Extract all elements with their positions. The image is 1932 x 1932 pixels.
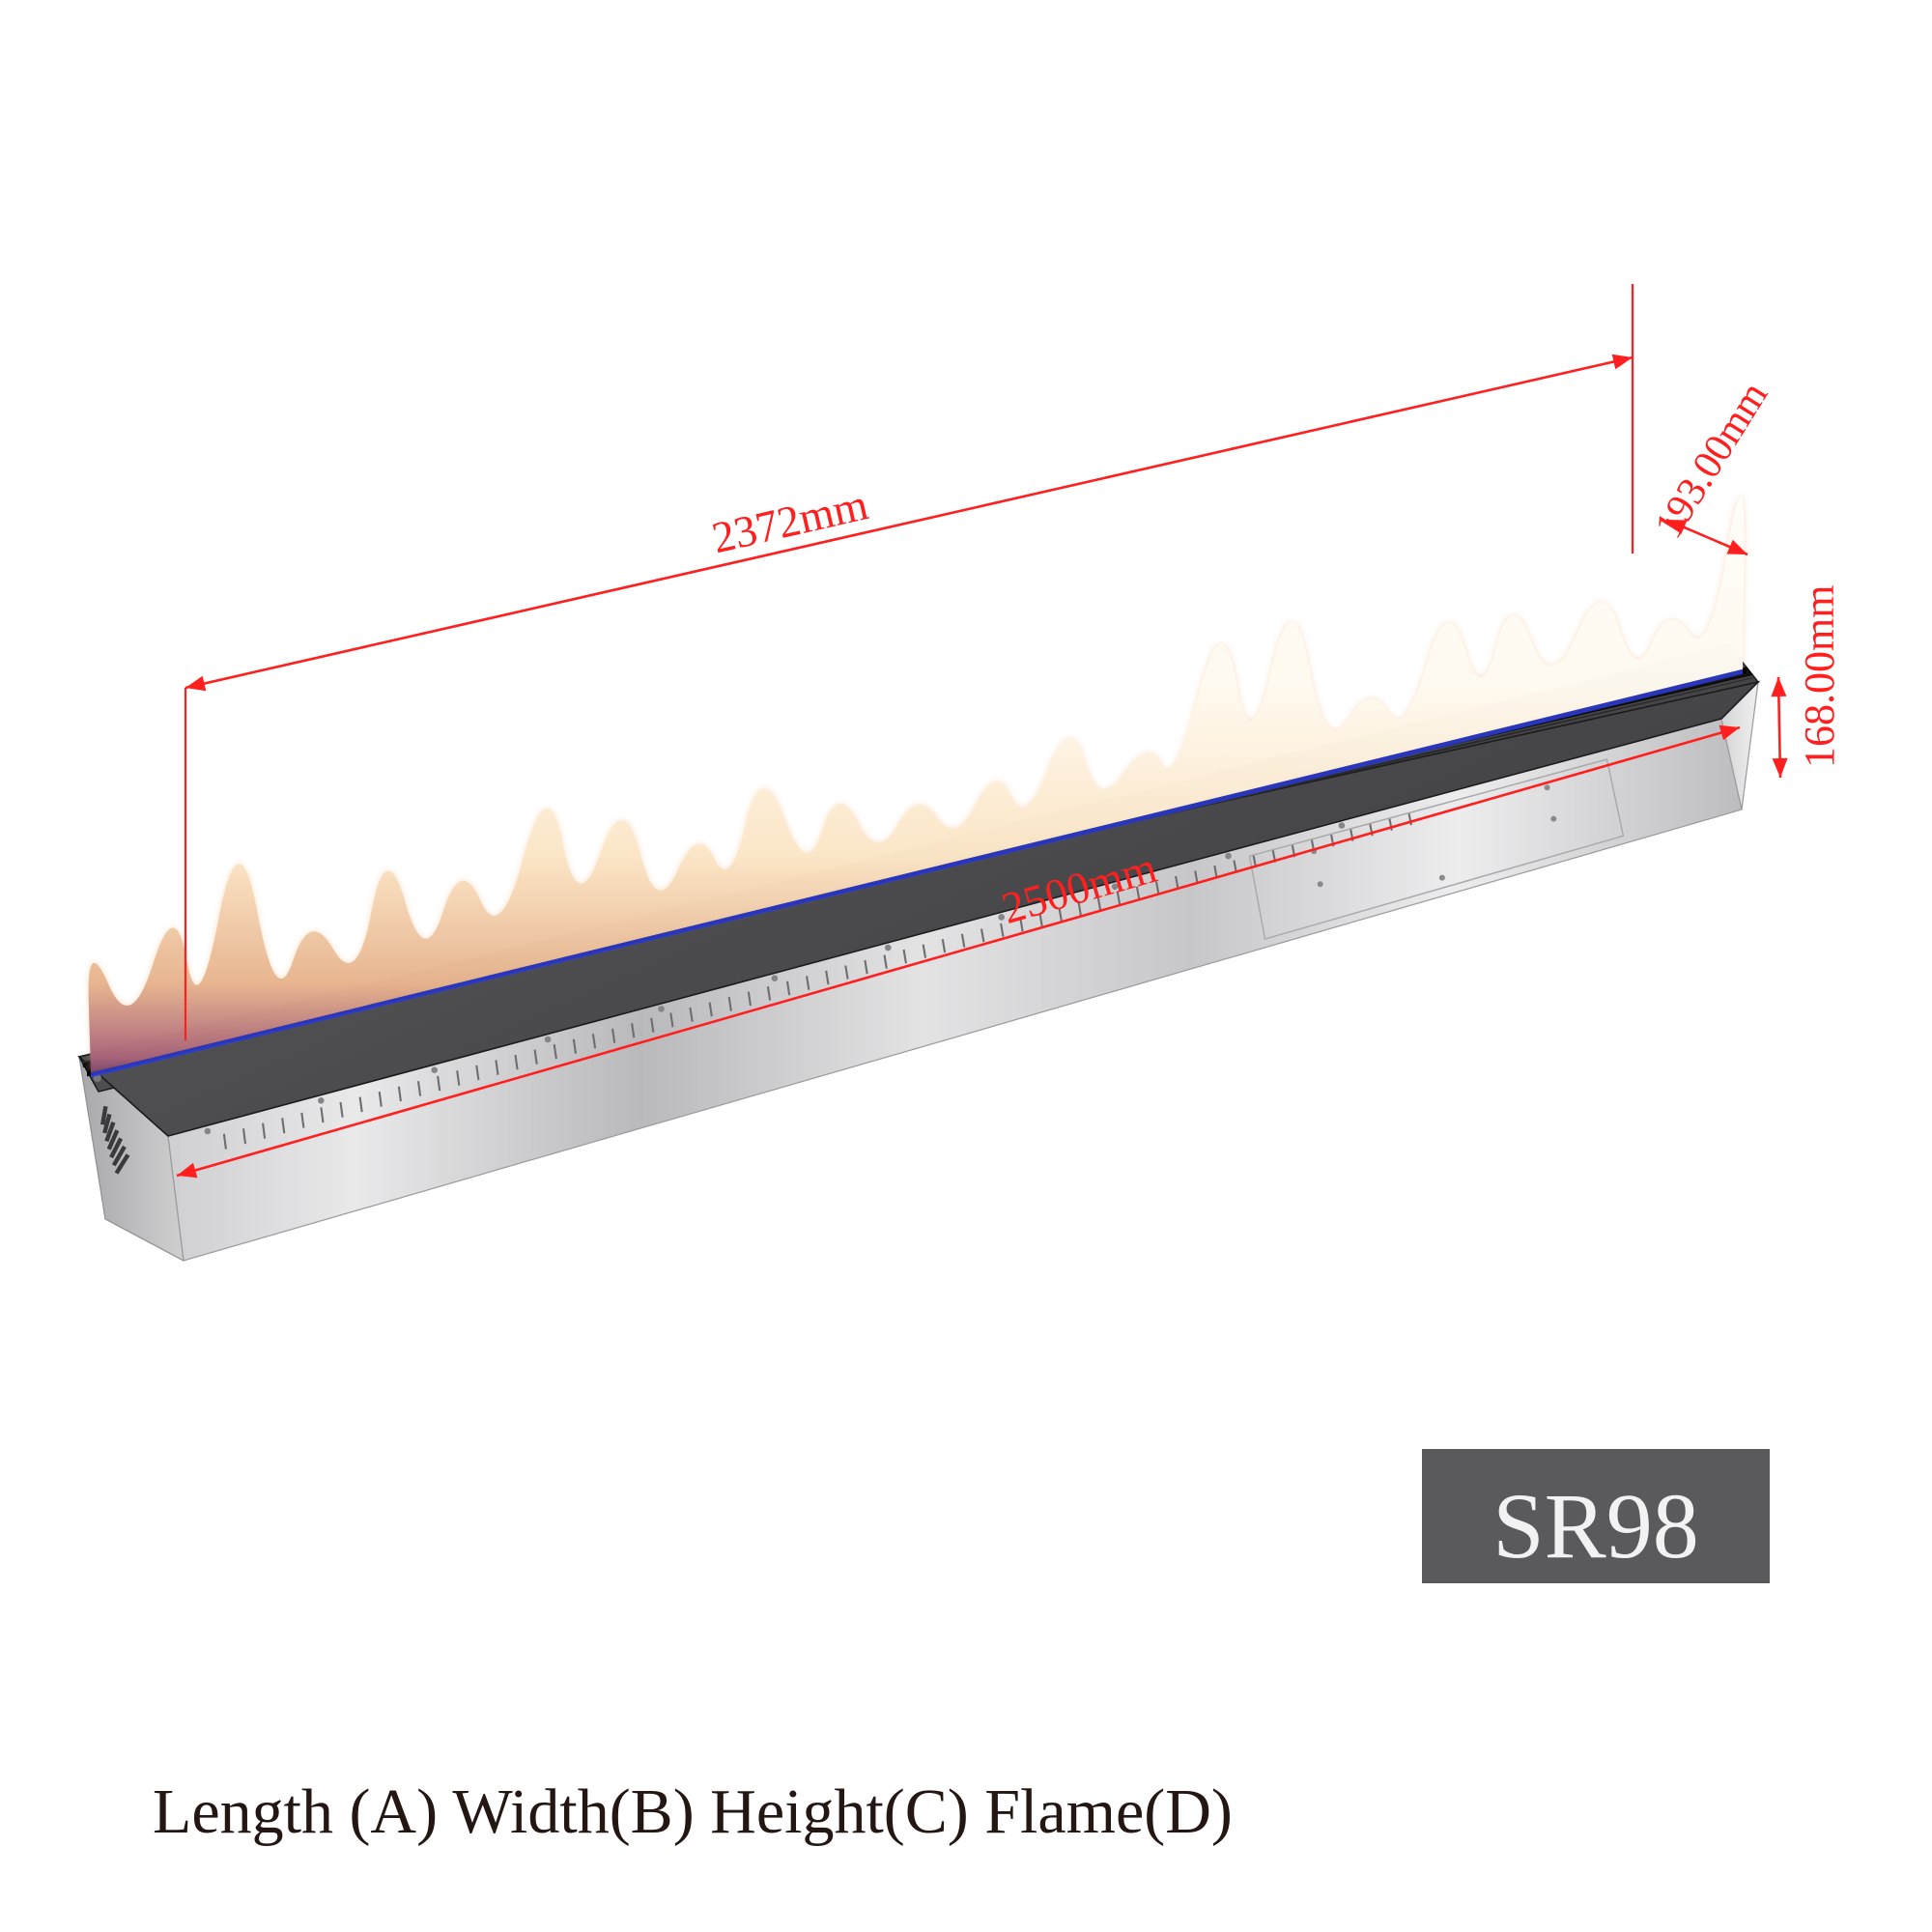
svg-text:168.00mm: 168.00mm — [1796, 585, 1843, 768]
svg-text:Length (A) Width(B) Height(C): Length (A) Width(B) Height(C) Flame(D) — [153, 1776, 1233, 1847]
svg-text:SR98: SR98 — [1492, 1474, 1698, 1577]
svg-text:193.00mm: 193.00mm — [1646, 374, 1776, 546]
